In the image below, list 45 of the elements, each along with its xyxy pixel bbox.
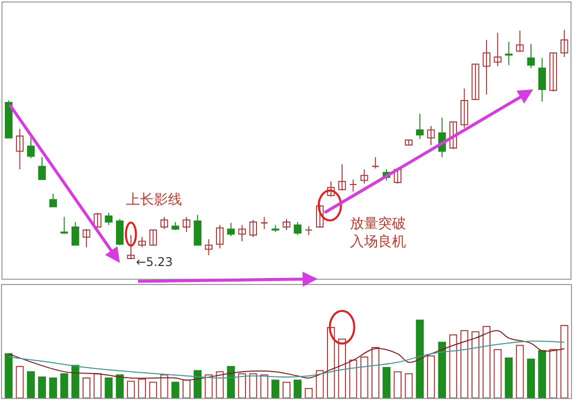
bar (438, 342, 446, 398)
bar (504, 357, 513, 398)
bar (26, 371, 35, 398)
candlestick (349, 178, 358, 192)
bar (38, 376, 46, 398)
annotation: 放量突破 (350, 216, 406, 232)
bar (226, 366, 235, 398)
bar (294, 380, 302, 398)
candlestick (60, 216, 68, 235)
annotation: 上长影线 (126, 192, 182, 208)
bar (60, 373, 68, 398)
candlestick (182, 216, 190, 233)
candlestick (338, 164, 346, 191)
candlestick (427, 125, 435, 146)
bar (171, 382, 180, 398)
bar (116, 374, 124, 398)
bar (382, 366, 390, 398)
bar (104, 378, 113, 398)
annotation: 入场良机 (350, 234, 406, 250)
candlestick (238, 224, 246, 242)
candlestick (272, 224, 280, 233)
candlestick (49, 193, 57, 208)
candlestick (38, 156, 46, 180)
candlestick (482, 39, 490, 95)
bar (71, 364, 80, 398)
candlestick (372, 156, 380, 169)
candlestick (227, 222, 235, 237)
candlestick (472, 64, 480, 100)
bar (527, 358, 535, 398)
candlestick (127, 234, 135, 260)
candlestick (282, 218, 290, 230)
candlestick (527, 43, 535, 69)
candlestick (149, 230, 157, 246)
candlestick (260, 216, 268, 230)
bar (194, 370, 202, 398)
bar (49, 378, 58, 398)
bar (416, 320, 424, 398)
bar (538, 350, 546, 398)
candlestick (404, 139, 413, 146)
bar (271, 380, 280, 398)
candlestick (204, 238, 213, 256)
candlestick (504, 41, 513, 66)
annotation: ←5.23 (136, 255, 173, 269)
bar (4, 353, 13, 398)
candlestick (82, 228, 90, 248)
